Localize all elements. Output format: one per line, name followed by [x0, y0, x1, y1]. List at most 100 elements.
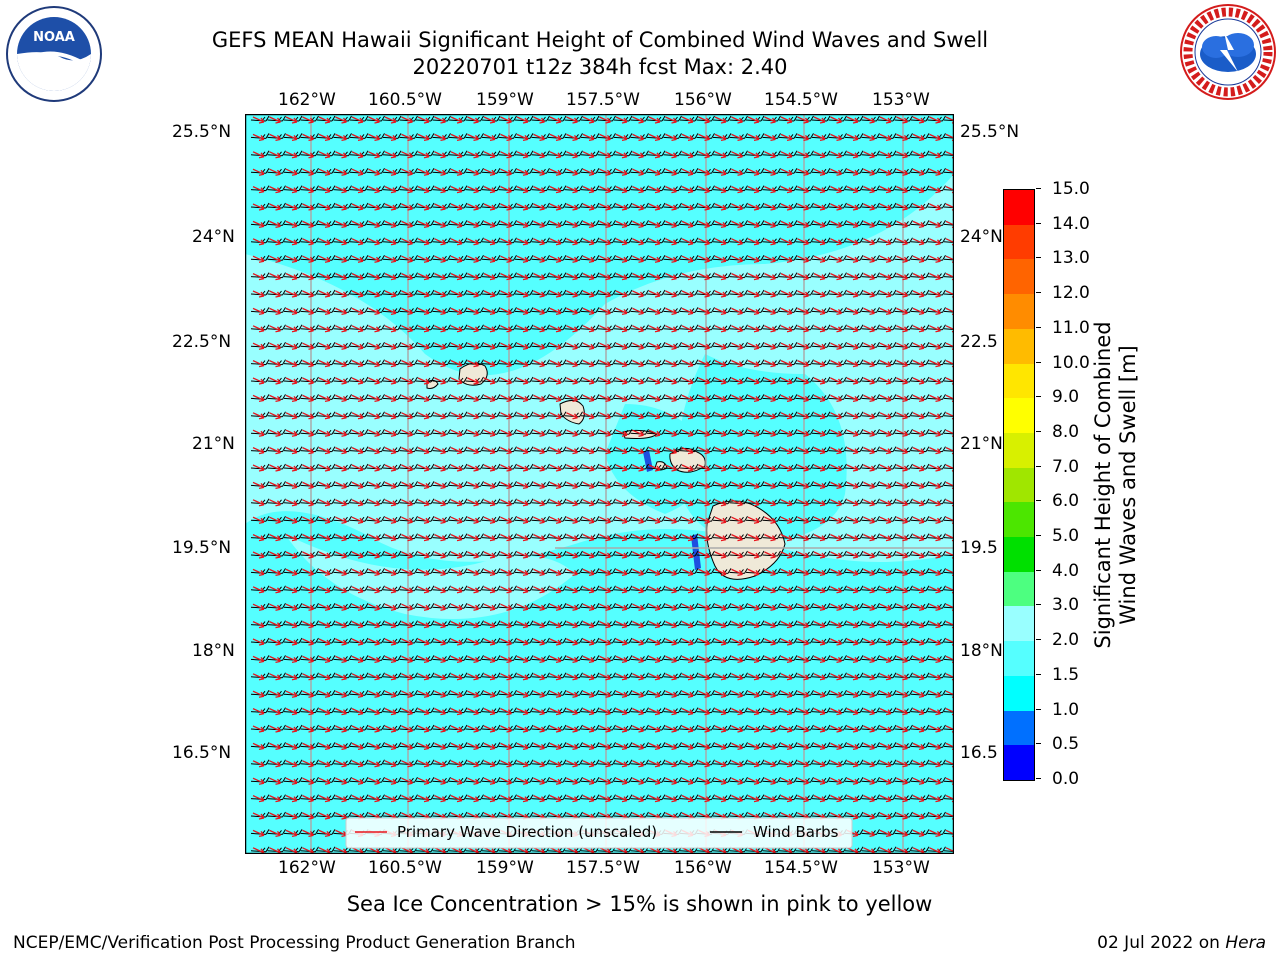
wave-direction-arrow — [648, 116, 661, 124]
wave-direction-arrow — [830, 673, 843, 681]
wave-direction-arrow — [368, 760, 381, 768]
wave-direction-arrow — [368, 377, 381, 385]
wave-direction-arrow — [632, 290, 645, 298]
wave-direction-arrow — [747, 690, 760, 698]
wave-direction-arrow — [401, 464, 414, 472]
wave-direction-arrow — [797, 377, 810, 385]
wave-direction-arrow — [335, 203, 348, 211]
wave-direction-arrow — [896, 673, 909, 681]
wave-direction-arrow — [731, 238, 744, 246]
wave-direction-arrow — [813, 429, 826, 437]
wave-direction-arrow — [384, 133, 397, 142]
wind-barb — [943, 293, 954, 296]
wave-direction-arrow — [335, 673, 348, 681]
wave-direction-arrow — [714, 377, 727, 385]
wave-direction-arrow — [368, 777, 381, 785]
wave-direction-arrow — [450, 742, 463, 751]
wave-direction-arrow — [335, 238, 348, 246]
wave-direction-arrow — [813, 255, 826, 263]
wave-direction-arrow — [912, 777, 925, 785]
wave-direction-arrow — [566, 168, 579, 176]
wave-direction-arrow — [450, 568, 463, 577]
wind-barb — [943, 276, 954, 278]
wave-direction-arrow — [401, 742, 414, 751]
lat-label-right: 21°N — [960, 434, 1003, 454]
wave-direction-arrow — [929, 516, 942, 524]
wave-direction-arrow — [698, 708, 711, 716]
wind-barb — [943, 571, 954, 574]
wave-direction-arrow — [318, 325, 331, 333]
wave-direction-arrow — [813, 116, 826, 124]
wave-direction-arrow — [879, 238, 892, 246]
wave-direction-arrow — [698, 690, 711, 698]
wave-direction-arrow — [714, 116, 727, 124]
wave-direction-arrow — [599, 186, 612, 194]
wave-direction-arrow — [533, 377, 546, 385]
wave-direction-arrow — [500, 568, 513, 577]
wave-direction-arrow — [318, 412, 331, 420]
wave-direction-arrow — [252, 655, 265, 664]
wave-direction-arrow — [863, 621, 876, 629]
wave-direction-arrow — [417, 412, 430, 420]
wave-direction-arrow — [434, 116, 447, 124]
wave-direction-arrow — [450, 360, 463, 368]
wave-direction-arrow — [797, 673, 810, 681]
wave-direction-arrow — [599, 168, 612, 176]
wave-direction-arrow — [648, 325, 661, 333]
wave-direction-arrow — [483, 360, 496, 368]
wave-direction-arrow — [368, 342, 381, 350]
wave-direction-arrow — [417, 516, 430, 524]
wave-direction-arrow — [780, 690, 793, 698]
wave-direction-arrow — [632, 429, 645, 437]
wave-direction-arrow — [764, 342, 777, 350]
wave-direction-arrow — [351, 568, 364, 577]
wave-direction-arrow — [896, 795, 909, 803]
wind-barb — [943, 519, 954, 522]
wave-direction-arrow — [318, 690, 331, 698]
wave-direction-arrow — [912, 812, 925, 820]
wave-direction-arrow — [863, 133, 876, 142]
wave-direction-arrow — [582, 133, 595, 142]
wave-direction-arrow — [285, 603, 298, 611]
wave-direction-arrow — [285, 238, 298, 246]
wave-direction-arrow — [401, 168, 414, 176]
wave-direction-arrow — [780, 534, 793, 542]
wave-direction-arrow — [384, 621, 397, 629]
wave-direction-arrow — [632, 725, 645, 733]
wave-direction-arrow — [335, 273, 348, 281]
wave-direction-arrow — [714, 586, 727, 594]
wave-direction-arrow — [665, 586, 678, 594]
wave-direction-arrow — [764, 255, 777, 263]
wave-direction-arrow — [252, 777, 265, 785]
wave-direction-arrow — [731, 621, 744, 629]
wave-direction-arrow — [335, 447, 348, 455]
wave-direction-arrow — [335, 551, 348, 559]
wave-direction-arrow — [830, 307, 843, 316]
wave-direction-arrow — [434, 220, 447, 229]
wave-direction-arrow — [648, 655, 661, 664]
wave-direction-arrow — [500, 151, 513, 159]
wave-direction-arrow — [830, 168, 843, 176]
wave-direction-arrow — [681, 186, 694, 194]
wave-direction-arrow — [549, 795, 562, 803]
wave-direction-arrow — [813, 133, 826, 142]
wave-direction-arrow — [384, 151, 397, 159]
colorbar-tick-label: 14.0 — [1052, 213, 1090, 234]
wave-direction-arrow — [780, 168, 793, 176]
wave-direction-arrow — [269, 551, 282, 559]
wave-direction-arrow — [615, 725, 628, 733]
wave-direction-arrow — [252, 151, 265, 159]
wave-direction-arrow — [318, 812, 331, 820]
wave-direction-arrow — [285, 568, 298, 577]
wave-direction-arrow — [599, 499, 612, 507]
wave-direction-arrow — [582, 412, 595, 420]
wave-direction-arrow — [648, 464, 661, 472]
wave-direction-arrow — [731, 133, 744, 142]
wave-direction-arrow — [632, 586, 645, 594]
wave-direction-arrow — [384, 116, 397, 124]
wave-direction-arrow — [615, 133, 628, 142]
wave-direction-arrow — [896, 429, 909, 437]
wave-direction-arrow — [912, 725, 925, 733]
wave-direction-arrow — [615, 481, 628, 490]
lat-label-right: 18°N — [960, 641, 1003, 661]
